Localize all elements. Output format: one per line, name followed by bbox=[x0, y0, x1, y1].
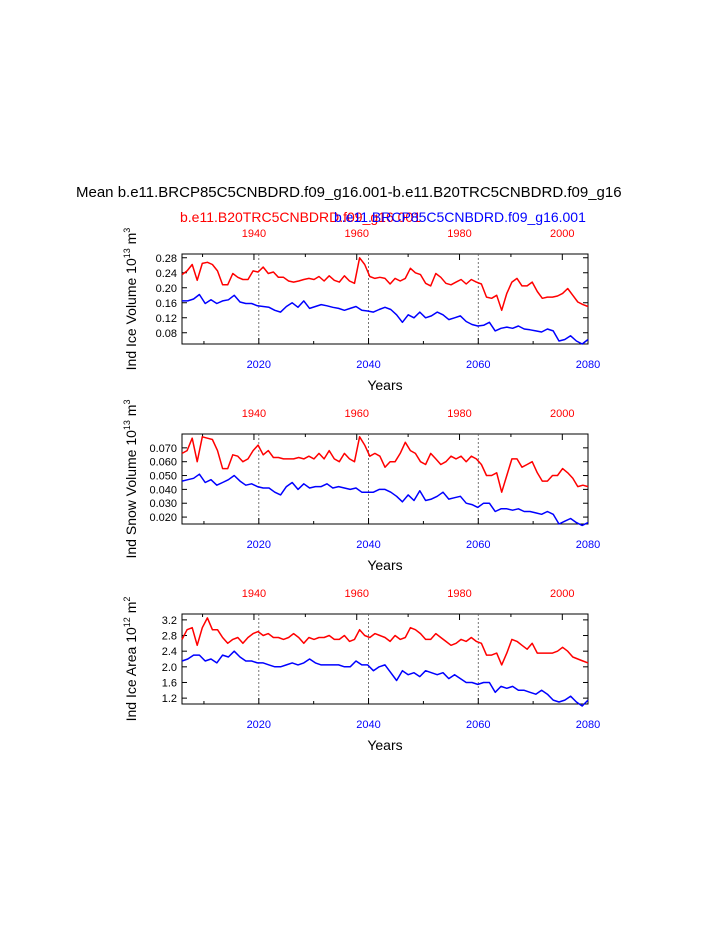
y-tick-label: 0.28 bbox=[156, 253, 177, 265]
series-line-blue bbox=[181, 473, 589, 527]
series-line-blue bbox=[182, 293, 589, 345]
x-tick-label-top: 1980 bbox=[447, 408, 471, 420]
y-tick-label: 0.060 bbox=[149, 457, 177, 469]
y-axis-label: Ind Ice Area 1012 m2 bbox=[122, 597, 139, 722]
y-tick-label: 0.030 bbox=[149, 498, 177, 510]
x-tick-label-top: 1940 bbox=[242, 408, 266, 420]
y-tick-label: 2.4 bbox=[162, 646, 177, 658]
series-line-red bbox=[181, 257, 589, 312]
series-line-red bbox=[181, 436, 589, 493]
figure-title: Mean b.e11.BRCP85C5CNBDRD.f09_g16.001-b.… bbox=[76, 184, 622, 201]
y-tick-label: 0.16 bbox=[156, 298, 177, 310]
y-tick-label: 2.0 bbox=[162, 662, 177, 674]
chart-panel-3: 1.2 1.6 2.0 2.4 2.8 3.2 2020 2040 2060 2080 1940 19… bbox=[122, 588, 600, 753]
x-tick-label-top: 2000 bbox=[550, 408, 574, 420]
series-line-blue bbox=[181, 650, 589, 707]
y-tick-label: 0.070 bbox=[149, 443, 177, 455]
y-tick-label: 1.2 bbox=[162, 693, 177, 705]
y-axis-label: Ind Snow Volume 1013 m3 bbox=[122, 399, 139, 558]
x-tick-label-bottom: 2080 bbox=[576, 719, 600, 731]
x-tick-label-top: 1940 bbox=[242, 588, 266, 600]
legend-red-label: b.e11.B20TRC5CNBDRD.f09_g16.001 bbox=[180, 209, 421, 225]
legend-blue-label: b.e11.BRCP85C5CNBDRD.f09_g16.001 bbox=[334, 209, 586, 225]
x-axis-label: Years bbox=[367, 557, 402, 573]
y-tick-label: 0.24 bbox=[156, 268, 177, 280]
x-tick-label-bottom: 2020 bbox=[247, 719, 271, 731]
x-tick-label-top: 1960 bbox=[344, 228, 368, 240]
x-tick-label-bottom: 2080 bbox=[576, 539, 600, 551]
y-tick-label: 0.050 bbox=[149, 471, 177, 483]
y-tick-label: 3.2 bbox=[162, 615, 177, 627]
x-tick-label-top: 1980 bbox=[447, 588, 471, 600]
series-line-red bbox=[181, 617, 589, 666]
y-tick-label: 0.040 bbox=[149, 484, 177, 496]
plot-frame bbox=[181, 253, 589, 345]
x-axis-label: Years bbox=[367, 737, 402, 753]
y-tick-label: 0.020 bbox=[149, 512, 177, 524]
y-tick-label: 0.20 bbox=[156, 283, 177, 295]
x-tick-label-bottom: 2040 bbox=[356, 719, 380, 731]
x-tick-label-bottom: 2020 bbox=[247, 359, 271, 371]
x-tick-label-top: 1980 bbox=[447, 228, 471, 240]
x-axis-label: Years bbox=[367, 377, 402, 393]
x-tick-label-bottom: 2020 bbox=[247, 539, 271, 551]
x-tick-label-top: 2000 bbox=[550, 228, 574, 240]
x-tick-label-top: 1960 bbox=[344, 408, 368, 420]
x-tick-label-bottom: 2060 bbox=[466, 539, 490, 551]
x-tick-label-bottom: 2080 bbox=[576, 359, 600, 371]
y-tick-label: 1.6 bbox=[162, 677, 177, 689]
plot-frame bbox=[181, 433, 589, 525]
y-tick-label: 0.08 bbox=[156, 328, 177, 340]
y-axis-label: Ind Ice Volume 1013 m3 bbox=[122, 228, 139, 371]
chart-panels: 0.08 0.12 0.16 0.20 0.24 0.28 2020 2040 2060 2080… bbox=[122, 228, 600, 753]
plot-frame bbox=[181, 613, 589, 705]
x-tick-label-top: 1940 bbox=[242, 228, 266, 240]
x-tick-label-bottom: 2060 bbox=[466, 359, 490, 371]
y-tick-label: 2.8 bbox=[162, 631, 177, 643]
x-tick-label-top: 2000 bbox=[550, 588, 574, 600]
x-tick-label-bottom: 2040 bbox=[356, 539, 380, 551]
x-tick-label-bottom: 2060 bbox=[466, 719, 490, 731]
x-tick-label-top: 1960 bbox=[344, 588, 368, 600]
y-tick-label: 0.12 bbox=[156, 313, 177, 325]
x-tick-label-bottom: 2040 bbox=[356, 359, 380, 371]
chart-panel-1: 0.08 0.12 0.16 0.20 0.24 0.28 2020 2040 2060 2080… bbox=[122, 228, 600, 393]
